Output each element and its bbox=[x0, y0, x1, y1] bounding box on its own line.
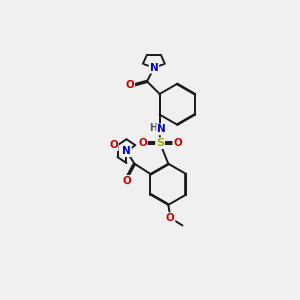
Text: S: S bbox=[156, 138, 164, 148]
Text: O: O bbox=[109, 140, 118, 150]
Text: N: N bbox=[149, 63, 158, 73]
Text: O: O bbox=[122, 176, 131, 186]
Text: O: O bbox=[125, 80, 134, 90]
Text: H: H bbox=[149, 123, 157, 133]
Text: O: O bbox=[166, 213, 175, 223]
Text: O: O bbox=[173, 138, 182, 148]
Text: N: N bbox=[122, 146, 131, 156]
Text: N: N bbox=[157, 124, 166, 134]
Text: O: O bbox=[138, 138, 147, 148]
